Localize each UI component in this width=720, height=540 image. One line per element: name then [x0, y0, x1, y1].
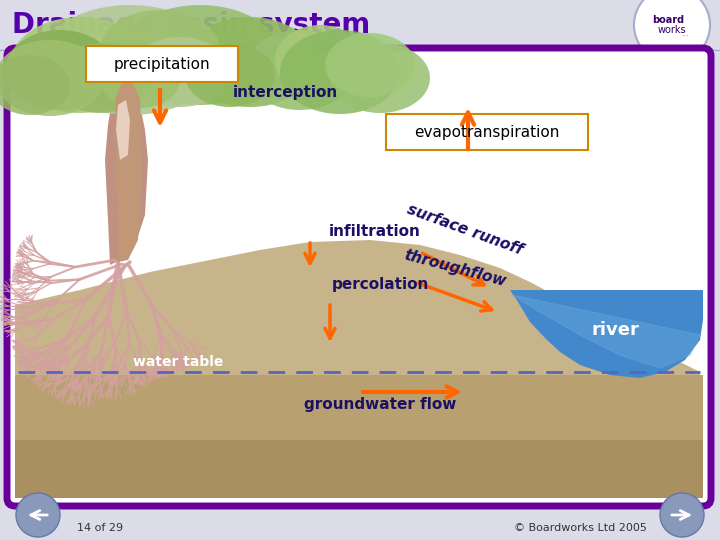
Text: river: river: [591, 321, 639, 339]
Text: infiltration: infiltration: [329, 225, 421, 240]
Polygon shape: [15, 440, 703, 498]
Polygon shape: [105, 80, 148, 265]
FancyBboxPatch shape: [86, 46, 238, 82]
Bar: [0, 0, 720, 50]
Circle shape: [634, 0, 710, 63]
Ellipse shape: [5, 30, 115, 110]
Ellipse shape: [40, 5, 220, 115]
Ellipse shape: [325, 33, 415, 97]
Ellipse shape: [50, 43, 150, 113]
Text: evapotranspiration: evapotranspiration: [414, 125, 559, 139]
Ellipse shape: [120, 5, 280, 105]
Polygon shape: [115, 80, 142, 262]
Ellipse shape: [0, 40, 105, 116]
FancyBboxPatch shape: [386, 114, 588, 150]
Text: water table: water table: [132, 355, 223, 369]
Ellipse shape: [185, 43, 275, 107]
Polygon shape: [116, 100, 130, 160]
Ellipse shape: [130, 37, 230, 107]
Ellipse shape: [100, 10, 220, 90]
Text: interception: interception: [233, 84, 338, 99]
Ellipse shape: [275, 25, 365, 95]
Text: 14 of 29: 14 of 29: [77, 523, 123, 533]
Polygon shape: [512, 295, 700, 368]
Text: precipitation: precipitation: [114, 57, 210, 71]
Text: ...: ...: [681, 30, 689, 38]
FancyBboxPatch shape: [7, 48, 711, 506]
Ellipse shape: [245, 30, 355, 110]
Ellipse shape: [280, 30, 400, 114]
Polygon shape: [15, 375, 703, 498]
Text: surface runoff: surface runoff: [405, 202, 525, 258]
Ellipse shape: [330, 43, 430, 113]
Polygon shape: [15, 240, 703, 498]
Polygon shape: [510, 290, 703, 378]
Ellipse shape: [10, 17, 150, 113]
Ellipse shape: [185, 17, 315, 107]
Text: groundwater flow: groundwater flow: [304, 397, 456, 413]
Text: works: works: [657, 25, 686, 35]
Circle shape: [16, 493, 60, 537]
Text: percolation: percolation: [331, 278, 428, 293]
Text: Drainage basin system: Drainage basin system: [12, 11, 370, 39]
Text: board: board: [652, 15, 684, 25]
Circle shape: [660, 493, 704, 537]
Text: throughflow: throughflow: [402, 247, 508, 289]
Ellipse shape: [0, 55, 70, 115]
Ellipse shape: [100, 52, 180, 108]
Text: © Boardworks Ltd 2005: © Boardworks Ltd 2005: [513, 523, 647, 533]
